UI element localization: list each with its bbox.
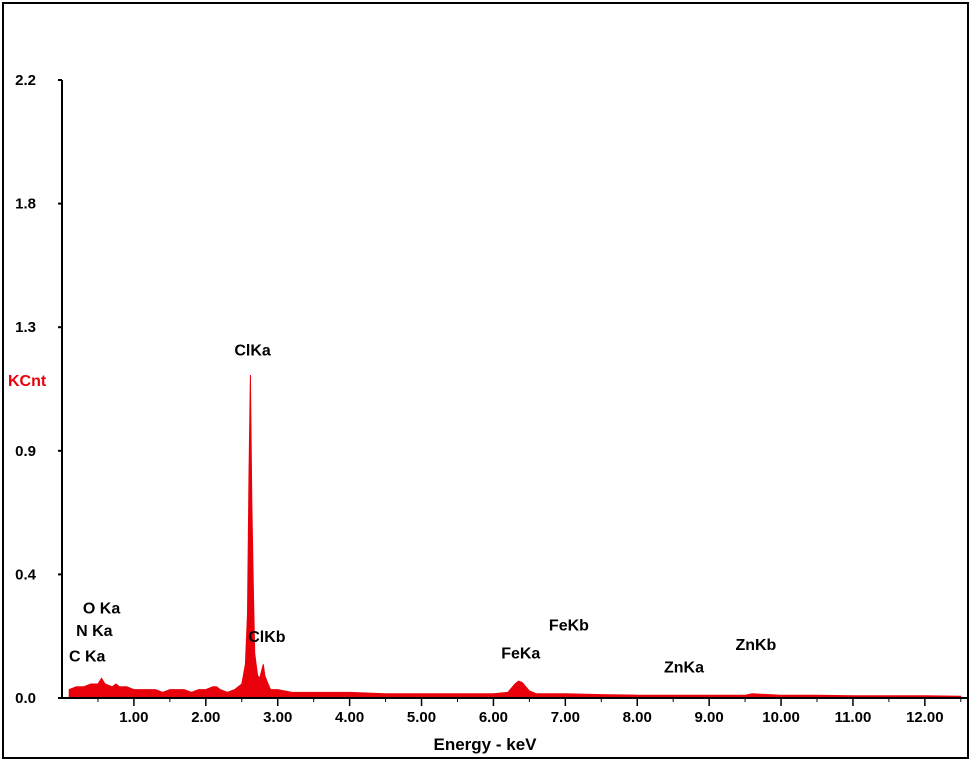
peak-label: N Ka bbox=[76, 623, 113, 640]
y-tick-label: 1.8 bbox=[15, 196, 36, 213]
y-axis-label: KCnt bbox=[8, 373, 47, 390]
x-tick-label: 7.00 bbox=[551, 709, 580, 726]
peak-label: ClKa bbox=[234, 342, 271, 359]
peak-label: ZnKb bbox=[735, 637, 776, 654]
x-tick-label: 4.00 bbox=[335, 709, 364, 726]
x-tick-label: 3.00 bbox=[263, 709, 292, 726]
peak-label: FeKa bbox=[501, 646, 540, 663]
x-tick-label: 10.00 bbox=[762, 709, 800, 726]
x-tick-label: 9.00 bbox=[695, 709, 724, 726]
peak-label: ClKb bbox=[248, 629, 286, 646]
x-tick-label: 11.00 bbox=[835, 709, 872, 726]
y-tick-label: 0.4 bbox=[15, 566, 37, 583]
x-tick-label: 12.00 bbox=[906, 709, 944, 726]
x-tick-label: 5.00 bbox=[407, 709, 436, 726]
chart-marks: 0.0 0.4 0.9 1.3 1.8 2.2 1.00 2.00 3.00 4.00 5.00 6.… bbox=[8, 72, 968, 754]
y-tick-label: 0.9 bbox=[15, 443, 36, 460]
peak-label: O Ka bbox=[83, 601, 120, 618]
peak-label: ZnKa bbox=[664, 660, 704, 677]
spectrum-area bbox=[68, 374, 962, 699]
x-tick-label: 6.00 bbox=[479, 709, 508, 726]
y-tick-label: 1.3 bbox=[15, 319, 36, 336]
x-tick-label: 2.00 bbox=[191, 709, 220, 726]
y-tick-label: 0.0 bbox=[15, 690, 36, 707]
peak-label: C Ka bbox=[69, 648, 106, 665]
x-axis-label: Energy - keV bbox=[434, 735, 538, 754]
y-tick-label: 2.2 bbox=[15, 72, 36, 89]
x-tick-label: 8.00 bbox=[623, 709, 652, 726]
peak-label: FeKb bbox=[549, 618, 589, 635]
x-tick-label: 1.00 bbox=[119, 709, 148, 726]
